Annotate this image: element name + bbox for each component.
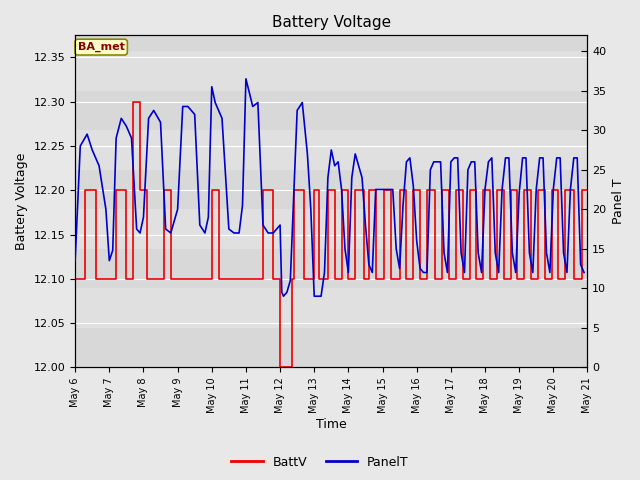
X-axis label: Time: Time [316,419,347,432]
Bar [75,328,588,367]
Bar [75,288,588,328]
Text: BA_met: BA_met [77,42,125,52]
Bar [75,249,588,288]
Bar [75,51,588,91]
Title: Battery Voltage: Battery Voltage [272,15,391,30]
Y-axis label: Panel T: Panel T [612,179,625,224]
Bar [75,91,588,130]
Y-axis label: Battery Voltage: Battery Voltage [15,153,28,250]
Bar [75,209,588,249]
Legend: BattV, PanelT: BattV, PanelT [227,451,413,474]
Bar [75,170,588,209]
Bar [75,130,588,170]
